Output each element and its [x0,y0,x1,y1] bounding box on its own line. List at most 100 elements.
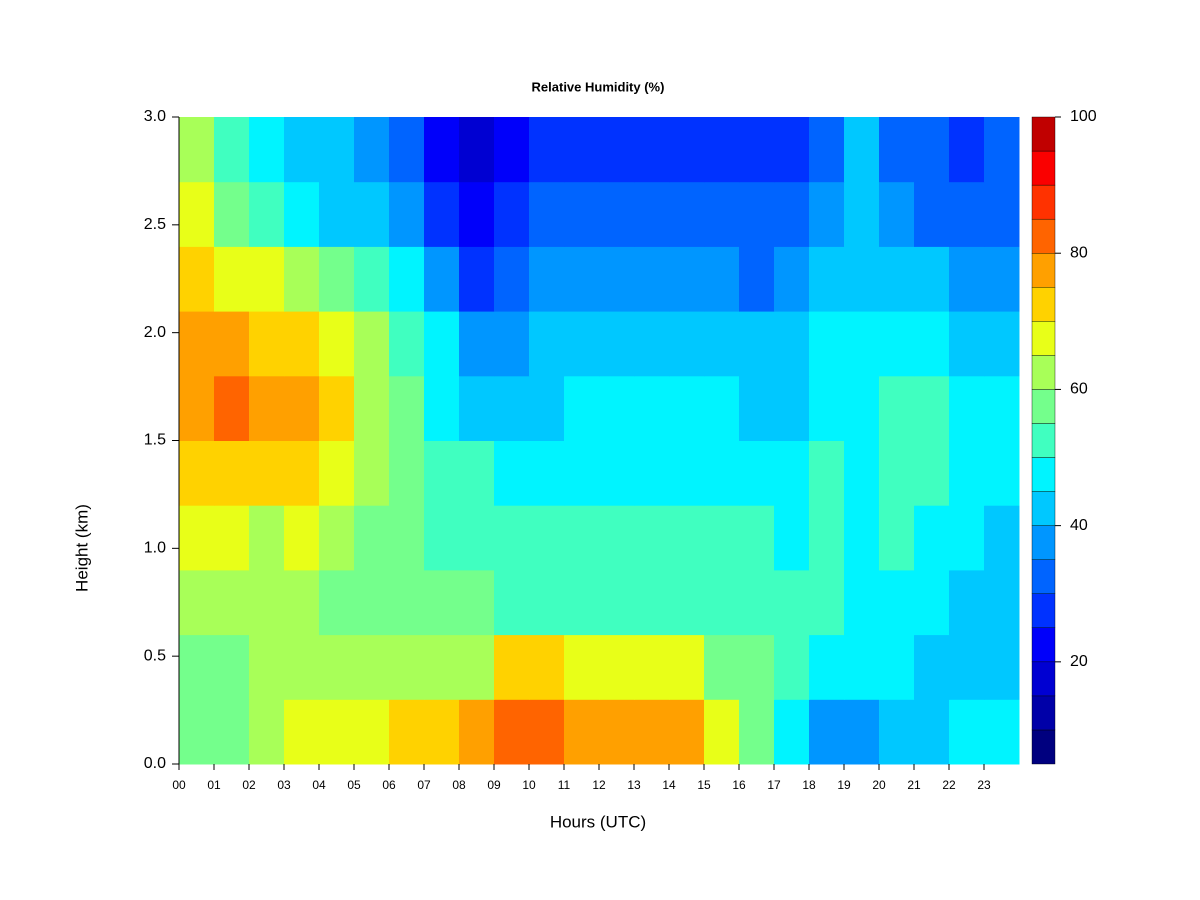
heat-cell [494,117,530,183]
heat-cell [389,569,425,636]
heat-cell [529,569,565,636]
heat-cell [564,699,600,765]
heat-cell [704,634,740,700]
heat-cell [214,505,250,571]
heat-cell [284,569,320,636]
heat-cell [424,181,460,247]
colorbar-band [1031,253,1056,288]
heat-cell [214,699,250,765]
heat-cell [669,634,705,700]
heat-cell [844,181,880,247]
heat-cell [424,246,460,312]
heat-cell [599,699,635,765]
heat-cell [319,569,355,636]
heat-cell [739,699,775,765]
colorbar-tick-label: 100 [1070,108,1097,125]
heat-cell [984,569,1020,636]
heat-cell [354,699,390,765]
heat-cell [984,117,1020,183]
heat-cell [984,440,1020,506]
x-tick-label: 06 [382,778,396,792]
heat-cell [914,505,950,571]
heat-cell [669,311,705,377]
heat-cell [494,699,530,765]
y-tick-label: 0.0 [144,755,166,772]
heat-cell [179,375,215,441]
heat-cell [634,117,670,183]
heat-cell [214,311,250,377]
heat-cell [284,440,320,506]
heat-cell [634,505,670,571]
heat-cell [914,699,950,765]
heat-cell [984,246,1020,312]
heat-cell [669,699,705,765]
heat-cell [424,117,460,183]
heat-cell [599,634,635,700]
heat-cell [249,311,285,377]
heat-cell [949,246,985,312]
heat-cell [354,246,390,312]
heat-cell [949,375,985,441]
heat-cell [669,505,705,571]
heat-cell [809,181,845,247]
heat-cell [879,634,915,700]
heat-cell [774,699,810,765]
heat-cell [809,375,845,441]
heat-cell [564,181,600,247]
heat-cell [704,311,740,377]
y-tick-label: 1.5 [144,432,166,449]
heat-cell [179,569,215,636]
y-tick-label: 2.0 [144,324,166,341]
heat-cell [949,311,985,377]
heat-cell [389,505,425,571]
heat-cell [879,117,915,183]
heat-cell [634,440,670,506]
heat-cell [739,375,775,441]
heat-cell [599,311,635,377]
heat-cell [459,375,495,441]
x-tick-label: 04 [312,778,326,792]
x-tick-label: 03 [277,778,291,792]
heat-cell [389,181,425,247]
y-tick-label: 2.5 [144,216,166,233]
heat-cell [319,246,355,312]
colorbar-band [1031,389,1056,424]
x-tick-label: 09 [487,778,501,792]
heat-cell [949,634,985,700]
heat-cell [319,117,355,183]
colorbar-tick-label: 60 [1070,381,1088,398]
heat-cell [249,375,285,441]
heat-cell [319,440,355,506]
heat-cell [494,311,530,377]
heat-cell [249,505,285,571]
heat-cell [564,117,600,183]
heat-cell [319,634,355,700]
colorbar-tick-label: 40 [1070,517,1088,534]
heat-cell [354,440,390,506]
heat-cell [844,375,880,441]
heat-cell [809,634,845,700]
heat-cell [809,117,845,183]
colorbar-band [1031,457,1056,492]
heat-cell [809,505,845,571]
colorbar-band [1031,150,1056,186]
heat-cell [984,311,1020,377]
heat-cell [844,246,880,312]
heat-cell [564,311,600,377]
heat-cell [494,181,530,247]
x-tick-label: 15 [697,778,711,792]
heat-cell [354,375,390,441]
heat-cell [459,634,495,700]
heat-cell [529,440,565,506]
heat-cell [529,311,565,377]
heat-cell [914,117,950,183]
heat-cell [564,634,600,700]
heat-cell [284,181,320,247]
heat-cell [354,505,390,571]
heat-cell [774,181,810,247]
y-tick-label: 1.0 [144,540,166,557]
heat-cell [599,440,635,506]
heat-cell [739,246,775,312]
heat-cell [354,181,390,247]
